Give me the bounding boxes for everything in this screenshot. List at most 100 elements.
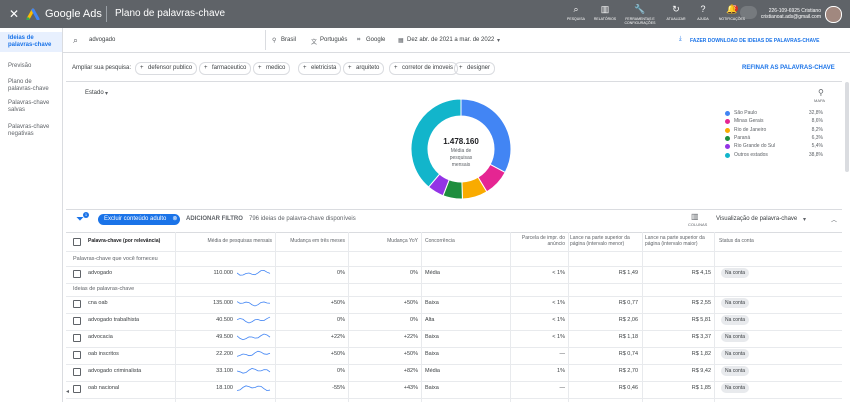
map-label[interactable]: MAPA	[814, 98, 826, 103]
sidebar-item[interactable]: Palavras-chave negativas	[8, 124, 50, 137]
cell: 135.000	[213, 300, 233, 306]
sparkline-box	[237, 368, 271, 374]
breakdown-dropdown[interactable]: Estado	[85, 90, 104, 96]
cell: R$ 1,49	[618, 270, 638, 276]
sparkline-box	[237, 301, 271, 307]
status-chip[interactable]: Na conta	[721, 332, 749, 342]
donut-caption: Média de pesquisas mensais	[449, 148, 473, 168]
cell: R$ 0,77	[618, 300, 638, 306]
row-line	[66, 330, 842, 331]
cell: < 1%	[552, 334, 565, 340]
legend-swatch	[725, 144, 730, 150]
header-checkbox[interactable]	[73, 238, 81, 246]
scrollbar[interactable]	[845, 82, 849, 172]
network[interactable]: Google	[366, 37, 386, 43]
column-header: Parcela de impr. do anúncio	[521, 235, 565, 247]
divider	[106, 6, 107, 22]
download-button[interactable]: FAZER DOWNLOAD DE IDEIAS DE PALAVRAS-CHA…	[690, 38, 820, 44]
filter-chip[interactable]: Excluir conteúdo adulto ⊗	[98, 214, 181, 225]
search-keyword[interactable]: advogado	[89, 37, 116, 43]
cell: R$ 0,46	[618, 385, 638, 391]
cell: Baixa	[425, 385, 439, 391]
tool-label: PESQUISA	[567, 17, 585, 21]
donut-total: 1.478.160	[443, 137, 479, 146]
cell: R$ 2,70	[618, 368, 638, 374]
row-checkbox[interactable]	[73, 351, 81, 359]
close-icon[interactable]: ✕	[9, 7, 20, 21]
column-header: Palavra-chave (por relevância)	[88, 238, 161, 244]
status-chip[interactable]: Na conta	[721, 366, 749, 376]
columns-button[interactable]: COLUNAS	[688, 222, 708, 227]
refine-button[interactable]: REFINAR AS PALAVRAS-CHAVE	[742, 65, 835, 71]
tool-icon[interactable]: ▥	[600, 4, 610, 14]
row-checkbox[interactable]	[73, 270, 81, 278]
donut-chart	[410, 98, 512, 200]
row-line	[66, 283, 842, 284]
column-divider	[348, 232, 349, 402]
sparkline	[237, 368, 271, 374]
suggestion-chip[interactable]: farmaceutico	[199, 62, 252, 75]
sidebar-item[interactable]: Previsão	[8, 63, 32, 69]
filter-icon[interactable]: ⏷	[76, 214, 84, 225]
suggestion-chip[interactable]: defensor publico	[135, 62, 198, 75]
avatar[interactable]	[825, 6, 842, 23]
tool-icon[interactable]: 🔧	[634, 4, 646, 14]
suggestion-chip[interactable]: corretor de imoveis	[389, 62, 459, 75]
tool-label: NOTIFICAÇÕES	[718, 17, 746, 21]
row-checkbox[interactable]	[73, 385, 81, 393]
cell: +50%	[330, 351, 345, 357]
sidebar-item[interactable]: Palavras-chave salvas	[8, 100, 50, 113]
row-line	[66, 347, 842, 348]
tool-icon[interactable]: 🔔	[726, 4, 738, 14]
sidebar-item[interactable]: Ideias de palavras-chave	[8, 35, 52, 48]
cell: Média	[425, 368, 440, 374]
search-icon: ⌕	[73, 35, 79, 45]
cell: R$ 3,37	[691, 334, 711, 340]
status-chip[interactable]: Na conta	[721, 298, 749, 308]
row-checkbox[interactable]	[73, 300, 81, 308]
cell: cna oab	[88, 300, 108, 306]
sidebar-item[interactable]: Plano de palavras-chave	[8, 79, 49, 92]
location[interactable]: Brasil	[281, 37, 297, 43]
active-item-bg	[0, 32, 62, 52]
account-email: cristianoat.ads@gmail.com	[760, 14, 821, 20]
sidebar: Ideias de palavras-chave Previsão Plano de…	[0, 28, 63, 402]
cell: R$ 0,74	[618, 351, 638, 357]
status-chip[interactable]: Na conta	[721, 383, 749, 393]
sparkline	[237, 269, 271, 276]
cell: < 1%	[552, 270, 565, 276]
row-checkbox[interactable]	[73, 334, 81, 342]
row-checkbox[interactable]	[73, 317, 81, 325]
view-dropdown[interactable]: Visualização de palavra-chave	[716, 216, 798, 222]
cell: 49.500	[216, 334, 233, 340]
status-chip[interactable]: Na conta	[721, 315, 749, 325]
suggestion-chip[interactable]: medico	[253, 62, 291, 75]
tool-icon[interactable]: ↻	[672, 4, 680, 14]
cell: Baixa	[425, 351, 439, 357]
chip-close[interactable]: ⊗	[172, 216, 178, 222]
add-filter[interactable]: ADICIONAR FILTRO	[186, 216, 243, 222]
tool-icon[interactable]: ⌕	[573, 4, 579, 14]
column-header: Lance na parte superior da página (inter…	[645, 235, 705, 247]
collapse[interactable]: ︿	[831, 218, 838, 224]
cell: R$ 2,55	[691, 300, 711, 306]
tool-icon[interactable]: ?	[700, 4, 706, 14]
row-checkbox[interactable]	[73, 368, 81, 376]
scroll-left[interactable]: ◂	[66, 389, 70, 395]
language[interactable]: Português	[320, 37, 348, 43]
status-chip[interactable]: Na conta	[721, 268, 749, 278]
legend-swatch	[725, 119, 730, 125]
suggestion-chip[interactable]: eletricista	[298, 62, 342, 75]
product-name: Google Ads	[45, 8, 102, 20]
date-range[interactable]: Dez abr. de 2021 a mar. de 2022	[407, 37, 495, 43]
suggestion-chip[interactable]: arquiteto	[343, 62, 385, 75]
legend-name: Outros estados	[734, 151, 768, 158]
legend-swatch	[725, 152, 730, 158]
suggestion-chip[interactable]: designer	[454, 62, 496, 75]
tool-label: RELATÓRIOS	[593, 17, 617, 21]
legend-swatch	[725, 135, 730, 141]
cell: < 1%	[552, 317, 565, 323]
filter-chip-text: Excluir conteúdo adulto	[104, 216, 167, 222]
download-icon: ⤓	[679, 36, 682, 42]
status-chip[interactable]: Na conta	[721, 349, 749, 359]
